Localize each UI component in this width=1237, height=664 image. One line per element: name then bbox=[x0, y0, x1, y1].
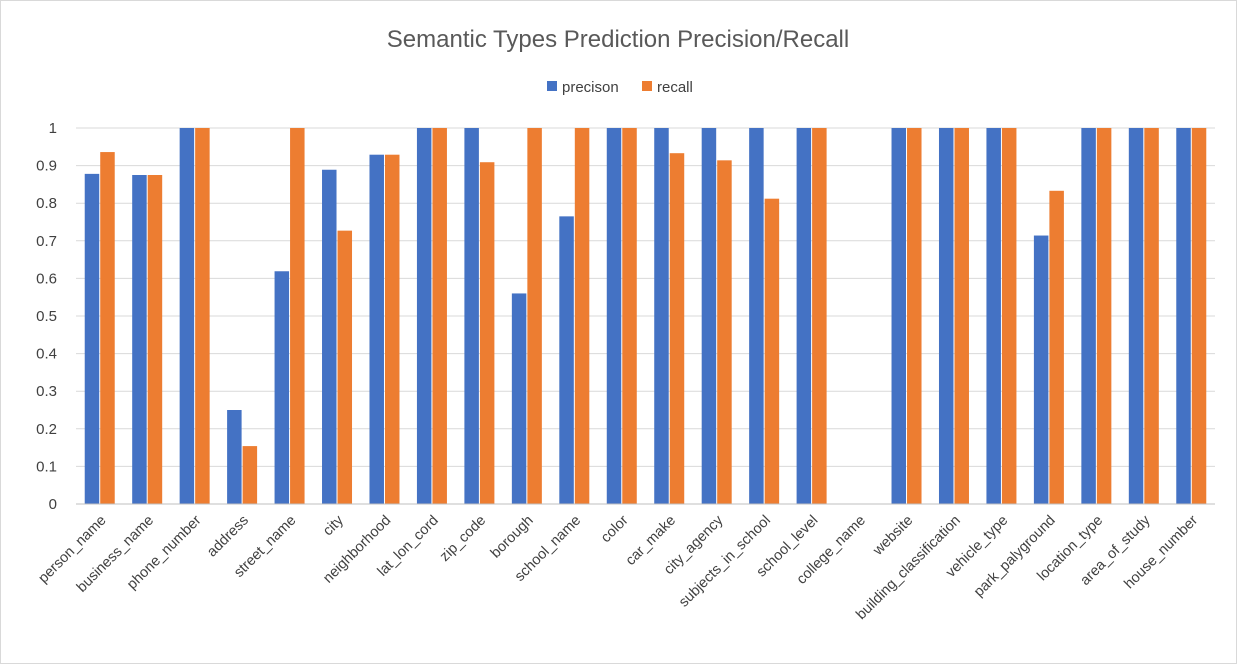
bar-precison bbox=[938, 128, 954, 504]
bar-precison bbox=[132, 175, 147, 504]
chart-title: Semantic Types Prediction Precision/Reca… bbox=[387, 26, 849, 53]
bar-recall bbox=[669, 153, 685, 504]
bar-precison bbox=[749, 128, 764, 504]
x-tick-label: city bbox=[320, 512, 347, 539]
y-tick-label: 0 bbox=[49, 496, 57, 513]
bar-recall bbox=[479, 162, 495, 504]
bar-precison bbox=[701, 128, 717, 504]
bar-precison bbox=[464, 128, 479, 504]
y-tick-label: 1 bbox=[49, 120, 57, 137]
bar-precison bbox=[511, 293, 527, 504]
x-tick-label: borough bbox=[488, 513, 537, 562]
legend: precison recall bbox=[547, 79, 693, 96]
bar-precison bbox=[891, 128, 907, 504]
x-tick-label: website bbox=[870, 513, 917, 560]
bar-recall bbox=[195, 128, 210, 504]
bar-recall bbox=[337, 230, 353, 504]
bar-precison bbox=[84, 173, 100, 504]
gridlines bbox=[76, 127, 1215, 467]
bar-precison bbox=[1128, 128, 1144, 504]
bar-recall bbox=[100, 152, 115, 504]
x-tick-label: subjects_in_school bbox=[676, 513, 774, 611]
bar-recall bbox=[622, 128, 637, 504]
bar-precison bbox=[1081, 128, 1096, 504]
bar-precison bbox=[1033, 235, 1049, 504]
bar-recall bbox=[954, 128, 969, 504]
y-tick-label: 0.8 bbox=[36, 195, 57, 212]
bar-recall bbox=[907, 128, 922, 504]
y-tick-label: 0.6 bbox=[36, 270, 57, 287]
bar-precison bbox=[274, 271, 290, 504]
bar-recall bbox=[384, 154, 400, 505]
bar-recall bbox=[717, 160, 732, 504]
bar-recall bbox=[574, 128, 590, 504]
bar-precison bbox=[416, 128, 432, 504]
legend-label-precison: precison bbox=[562, 79, 619, 96]
bar-recall bbox=[242, 446, 258, 504]
legend-swatch-recall bbox=[642, 81, 652, 91]
bar-precison bbox=[559, 216, 574, 505]
bar-precison bbox=[796, 128, 812, 504]
bar-recall bbox=[812, 128, 827, 504]
x-tick-label: address bbox=[204, 513, 252, 561]
y-axis-ticks: 0 0.1 0.2 0.3 0.4 0.5 0.6 0.7 0.8 0.9 1 bbox=[36, 120, 57, 513]
bar-precison bbox=[654, 128, 669, 504]
bar-precison bbox=[227, 410, 242, 504]
y-tick-label: 0.4 bbox=[36, 346, 57, 363]
y-tick-label: 0.9 bbox=[36, 158, 57, 175]
bar-recall bbox=[432, 128, 447, 504]
bar-recall bbox=[147, 175, 163, 504]
legend-swatch-precison bbox=[547, 81, 557, 91]
bar-recall bbox=[764, 198, 780, 505]
bar-recall bbox=[1049, 190, 1064, 505]
y-tick-label: 0.3 bbox=[36, 383, 57, 400]
legend-label-recall: recall bbox=[657, 79, 693, 96]
bar-precison bbox=[986, 128, 1001, 504]
bar-precison bbox=[1176, 128, 1191, 504]
y-tick-label: 0.7 bbox=[36, 233, 57, 250]
x-tick-label: color bbox=[598, 512, 632, 546]
y-tick-label: 0.2 bbox=[36, 421, 57, 438]
bar-precison bbox=[369, 154, 384, 505]
bar-recall bbox=[527, 128, 542, 504]
y-tick-label: 0.5 bbox=[36, 308, 57, 325]
bar-recall bbox=[1191, 128, 1207, 504]
bar-recall bbox=[1001, 128, 1017, 504]
x-tick-label: zip_code bbox=[437, 513, 489, 565]
bar-precison bbox=[322, 169, 337, 504]
y-tick-label: 0.1 bbox=[36, 458, 57, 475]
bar-recall bbox=[290, 128, 305, 504]
bar-precison bbox=[606, 128, 622, 504]
bar-recall bbox=[1144, 128, 1159, 504]
bar-recall bbox=[1096, 128, 1112, 504]
bars bbox=[84, 128, 1207, 505]
bar-precison bbox=[179, 128, 195, 504]
x-tick-label: park_palyground bbox=[971, 513, 1059, 601]
